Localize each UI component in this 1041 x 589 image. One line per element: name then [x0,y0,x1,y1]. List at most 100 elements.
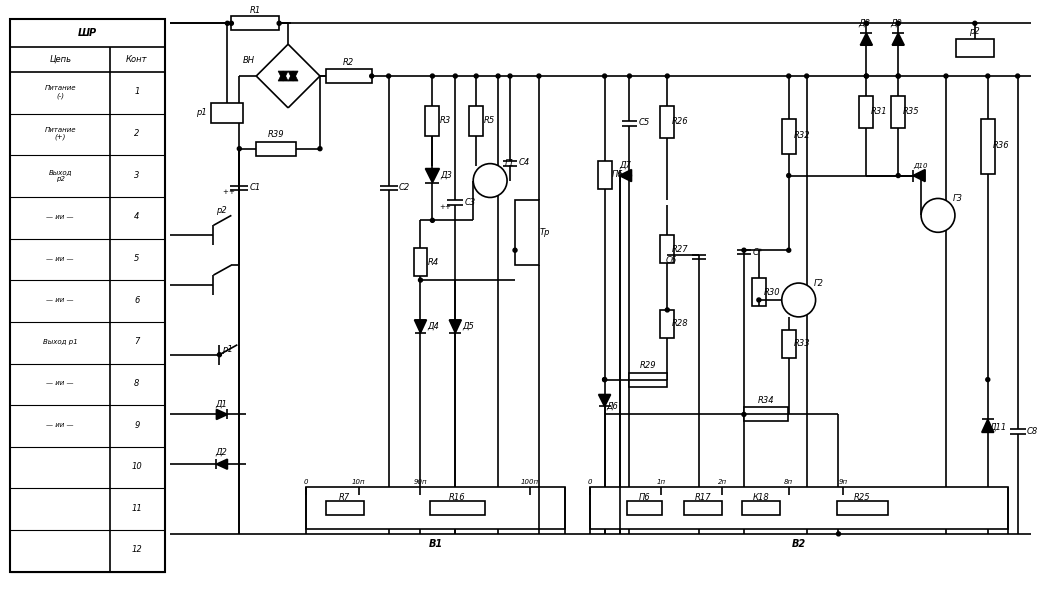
Text: Д6: Д6 [607,402,618,411]
Text: R33: R33 [793,339,810,348]
Circle shape [864,74,868,78]
Circle shape [474,164,507,197]
Bar [956,39,994,57]
Circle shape [628,74,632,78]
Text: 8: 8 [134,379,139,388]
Text: C5: C5 [639,118,650,127]
Bar [306,487,565,529]
Circle shape [508,74,512,78]
Text: R7: R7 [339,492,351,502]
Bar [628,501,662,515]
Bar [981,119,995,174]
Text: Питание
(+): Питание (+) [45,127,76,140]
Circle shape [628,174,632,177]
Text: Д8: Д8 [859,19,870,28]
Circle shape [787,174,791,177]
Text: — ии —: — ии — [47,297,74,303]
Circle shape [986,74,990,78]
Circle shape [277,21,281,25]
Text: р2: р2 [969,27,981,36]
Text: R39: R39 [268,130,284,139]
Text: Г3: Г3 [953,194,963,203]
Bar [752,278,766,306]
Text: 10п: 10п [352,479,365,485]
Bar [744,408,788,421]
Text: R3: R3 [439,116,451,125]
Text: П6: П6 [612,170,624,179]
Polygon shape [599,395,611,406]
Text: R28: R28 [671,319,688,328]
Circle shape [787,74,791,78]
Text: 0: 0 [587,479,592,485]
Text: C6: C6 [665,256,677,264]
Text: 12: 12 [131,545,143,554]
Circle shape [475,74,478,78]
Text: ШР: ШР [77,28,97,38]
Text: 11: 11 [131,504,143,513]
Circle shape [896,74,900,78]
Circle shape [921,198,955,232]
Circle shape [453,74,457,78]
Text: C4: C4 [518,158,530,167]
Circle shape [742,248,746,252]
Circle shape [513,248,517,252]
Text: C3: C3 [464,198,476,207]
Circle shape [787,248,791,252]
Text: К18: К18 [753,492,769,502]
Circle shape [603,378,607,382]
Text: Питание
(-): Питание (-) [45,85,76,99]
Circle shape [896,174,900,177]
Text: R25: R25 [854,492,870,502]
Bar [326,69,372,83]
Polygon shape [861,33,872,45]
Text: Д1: Д1 [215,400,227,409]
Bar [660,310,675,338]
Text: 9п: 9п [839,479,848,485]
Text: 100п: 100п [520,479,539,485]
Polygon shape [982,419,994,432]
Bar [430,501,485,515]
Bar [782,119,795,154]
Circle shape [218,353,222,357]
Polygon shape [278,71,288,81]
Text: Д5: Д5 [462,322,475,330]
Text: — ии —: — ии — [47,256,74,262]
Circle shape [497,74,500,78]
Text: +: + [228,190,234,196]
Bar [598,161,611,188]
Text: Д2: Д2 [215,448,227,456]
Text: Конт: Конт [126,55,148,64]
Text: R29: R29 [640,361,657,370]
Text: +: + [223,190,228,196]
Bar [630,373,667,386]
Text: R17: R17 [694,492,711,502]
Circle shape [782,283,815,317]
Text: 1: 1 [134,87,139,97]
Text: П6: П6 [638,492,651,502]
Circle shape [226,21,229,25]
Text: 10: 10 [131,462,143,471]
Polygon shape [217,459,227,469]
Polygon shape [217,409,227,419]
Circle shape [864,74,868,78]
Text: R35: R35 [903,107,919,117]
Bar [660,106,675,138]
Circle shape [665,74,669,78]
Text: R34: R34 [758,396,775,405]
Text: Выход
p2: Выход p2 [49,168,72,182]
Bar [782,330,795,358]
Text: 9: 9 [134,421,139,429]
Circle shape [864,21,868,25]
Bar [515,200,539,265]
Polygon shape [892,33,905,45]
Text: р1: р1 [196,108,207,117]
Circle shape [742,412,746,416]
Text: R5: R5 [483,116,494,125]
Text: 8п: 8п [784,479,793,485]
Text: Д3: Д3 [440,171,452,180]
Bar [660,235,675,263]
Polygon shape [426,168,439,183]
Text: 7: 7 [134,337,139,346]
Circle shape [837,532,840,536]
Circle shape [237,147,242,151]
